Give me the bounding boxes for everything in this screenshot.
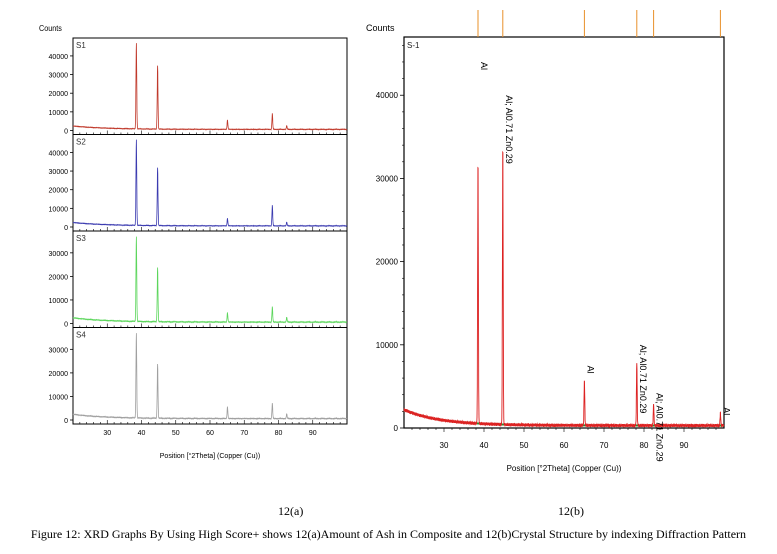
y-tick-label-S2: 20000: [49, 188, 69, 195]
y-tick-label-b: 10000: [376, 341, 399, 350]
y-tick-label-S1: 10000: [49, 110, 69, 117]
y-tick-label-S3: 30000: [49, 251, 69, 258]
y-tick-label-b: 30000: [376, 174, 399, 183]
panel-frame-S2: [72, 134, 348, 232]
y-tick-label-S4: 30000: [49, 347, 69, 354]
y-tick-label-S2: 10000: [49, 206, 69, 213]
y-tick-label-S1: 30000: [49, 73, 69, 80]
x-tick-label-a: 30: [103, 430, 111, 437]
sublabel-a: 12(a): [278, 504, 304, 518]
x-tick-label-a: 50: [172, 430, 180, 437]
y-tick-label-S3: 0: [64, 322, 68, 329]
pattern-line-S1: [72, 43, 348, 131]
plot-frame-b: [403, 36, 725, 429]
ylabel-a: Counts: [39, 24, 62, 33]
y-tick-label-S3: 10000: [49, 298, 69, 305]
y-tick-label-S1: 20000: [49, 91, 69, 98]
x-tick-label-b: 80: [640, 441, 649, 450]
x-tick-label-a: 90: [309, 430, 317, 437]
ylabel-b: Counts: [366, 23, 395, 33]
sample-label-b: S-1: [407, 41, 420, 50]
peak-annotation: Al: [585, 366, 595, 374]
y-tick-label-S3: 20000: [49, 274, 69, 281]
pattern-line-S2: [72, 139, 348, 228]
figure-caption: Figure 12: XRD Graphs By Using High Scor…: [30, 527, 747, 541]
y-tick-label-S2: 0: [64, 225, 68, 232]
y-tick-label-S4: 20000: [49, 371, 69, 378]
peak-annotation: Al; Al0.71 Zn0.29: [638, 345, 648, 414]
y-tick-label-S4: 10000: [49, 394, 69, 401]
panel-name-S3: S3: [76, 234, 86, 243]
x-tick-label-a: 40: [138, 430, 146, 437]
x-tick-label-b: 50: [520, 441, 529, 450]
x-tick-label-b: 90: [680, 441, 689, 450]
y-tick-label-S4: 0: [64, 418, 68, 425]
xlabel-a: Position [°2Theta] (Copper (Cu)): [160, 452, 260, 460]
y-tick-label-b: 20000: [376, 258, 399, 267]
background-curve-b: [403, 408, 724, 427]
x-tick-label-b: 40: [480, 441, 489, 450]
peak-annotation: Al: [721, 407, 731, 415]
x-tick-label-b: 60: [560, 441, 569, 450]
peak-annotation: Al; Al0.71 Zn0.29: [504, 95, 514, 164]
y-tick-label-S1: 0: [64, 129, 68, 136]
peak-annotation: Al; Al0.71 Zn0.29: [655, 393, 665, 462]
y-tick-label-S2: 30000: [49, 169, 69, 176]
panel-frame-S4: [72, 327, 348, 425]
panel-frame-S1: [72, 37, 348, 135]
x-tick-label-b: 30: [440, 441, 449, 450]
panel-name-S1: S1: [76, 41, 86, 50]
y-tick-label-b: 40000: [376, 91, 399, 100]
xlabel-b: Position [°2Theta] (Copper (Cu)): [507, 464, 622, 473]
panel-name-S2: S2: [76, 138, 86, 147]
y-tick-label-S2: 40000: [49, 150, 69, 157]
observed-pattern-b: [403, 150, 725, 429]
pattern-line-S3: [72, 236, 348, 324]
y-tick-label-b: 0: [394, 424, 399, 433]
x-tick-label-a: 70: [240, 430, 248, 437]
peak-annotation: Al: [479, 62, 489, 70]
panel-name-S4: S4: [76, 331, 86, 340]
sublabel-b: 12(b): [558, 504, 584, 518]
pattern-line-S4: [72, 333, 348, 421]
x-tick-label-b: 70: [600, 441, 609, 450]
x-tick-label-a: 80: [275, 430, 283, 437]
y-tick-label-S1: 40000: [49, 54, 69, 61]
panel-frame-S3: [72, 230, 348, 328]
x-tick-label-a: 60: [206, 430, 214, 437]
